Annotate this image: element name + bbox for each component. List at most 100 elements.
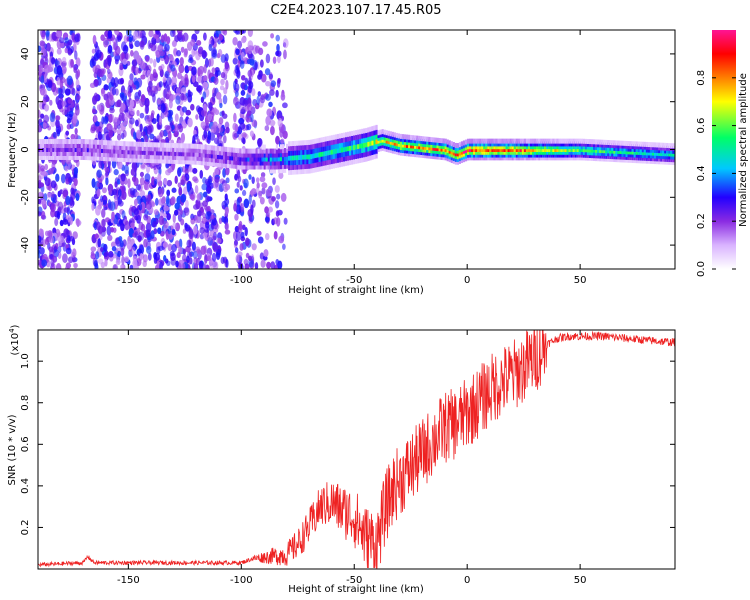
- heatmap-ridge-cell: [515, 155, 518, 161]
- heatmap-ridge-cell: [365, 142, 368, 148]
- heatmap-ridge-cell: [340, 152, 344, 158]
- heatmap-cell: [63, 207, 70, 213]
- heatmap-cell: [224, 206, 229, 215]
- heatmap-ridge-cell: [42, 154, 45, 160]
- heatmap-ridge-cell: [558, 141, 561, 147]
- heatmap-ridge-cell: [513, 138, 516, 144]
- heatmap-ridge-cell: [172, 142, 175, 148]
- heatmap-ridge-cell: [566, 147, 569, 152]
- heatmap-ridge-cell: [397, 139, 401, 145]
- heatmap-ridge-cell: [540, 155, 543, 161]
- heatmap-ridge-cell: [468, 144, 472, 150]
- heatmap-ridge-cell: [344, 141, 348, 147]
- heatmap-ridge-cell: [454, 151, 457, 157]
- heatmap-cell: [38, 109, 41, 119]
- heatmap-ridge-cell: [560, 144, 563, 150]
- heatmap-ridge-cell: [613, 145, 616, 151]
- heatmap-ridge-cell: [200, 148, 203, 154]
- heatmap-ridge-cell: [601, 139, 604, 145]
- heatmap-ridge-cell: [322, 156, 325, 162]
- heatmap-ridge-cell: [672, 146, 675, 152]
- heatmap-cell: [73, 66, 78, 73]
- heatmap-cell: [96, 221, 101, 231]
- heatmap-cell: [267, 206, 273, 213]
- heatmap-cell: [159, 50, 165, 57]
- heatmap-cell: [176, 252, 181, 259]
- heatmap-ridge-cell: [599, 150, 602, 156]
- heatmap-ridge-cell: [420, 136, 423, 142]
- heatmap-cell: [210, 214, 215, 220]
- heatmap-ridge-cell: [48, 143, 51, 149]
- heatmap-ridge-cell: [393, 137, 396, 143]
- heatmap-ridge-cell: [208, 153, 211, 159]
- heatmap-ridge-cell: [129, 153, 132, 159]
- heatmap-ridge-cell: [505, 155, 508, 161]
- heatmap-ridge-cell: [159, 158, 163, 164]
- heatmap-cell: [203, 32, 207, 41]
- heatmap-ridge-cell: [127, 141, 130, 147]
- heatmap-ridge-cell: [590, 155, 594, 161]
- heatmap-cell: [64, 88, 71, 96]
- heatmap-ridge-cell: [330, 135, 333, 141]
- heatmap-ridge-cell: [499, 141, 502, 147]
- heatmap-cell: [108, 129, 113, 139]
- heatmap-ridge-cell: [365, 127, 368, 133]
- heatmap-ridge-cell: [363, 142, 366, 148]
- heatmap-cell: [103, 243, 108, 252]
- heatmap-ridge-cell: [637, 144, 640, 150]
- heatmap-ridge-cell: [267, 148, 270, 154]
- heatmap-ridge-cell: [111, 152, 114, 158]
- heatmap-ridge-cell: [72, 139, 75, 145]
- heatmap-ridge-cell: [131, 145, 134, 151]
- heatmap-ridge-cell: [597, 150, 600, 156]
- heatmap-cell: [122, 44, 129, 54]
- heatmap-ridge-cell: [292, 150, 295, 156]
- heatmap-ridge-cell: [166, 142, 169, 148]
- heatmap-ridge-cell: [550, 152, 553, 158]
- heatmap-ridge-cell: [253, 164, 256, 170]
- heatmap-ridge-cell: [385, 132, 388, 138]
- heatmap-ridge-cell: [70, 143, 73, 149]
- heatmap-cell: [224, 53, 229, 62]
- heatmap-ridge-cell: [651, 147, 655, 153]
- heatmap-ridge-cell: [229, 159, 232, 165]
- heatmap-ridge-cell: [428, 148, 431, 154]
- heatmap-ridge-cell: [139, 145, 142, 151]
- heatmap-ridge-cell: [94, 155, 98, 161]
- heatmap-cell: [182, 248, 186, 255]
- heatmap-ridge-cell: [133, 157, 136, 163]
- heatmap-cell: [128, 36, 133, 43]
- heatmap-ridge-cell: [159, 142, 163, 148]
- heatmap-ridge-cell: [401, 139, 405, 145]
- heatmap-ridge-cell: [515, 138, 518, 144]
- heatmap-ridge-cell: [517, 155, 520, 161]
- heatmap-ridge-cell: [204, 160, 207, 166]
- heatmap-ridge-cell: [283, 159, 287, 165]
- heatmap-ridge-cell: [527, 149, 531, 155]
- heatmap-ridge-cell: [497, 141, 500, 147]
- heatmap-ridge-cell: [62, 154, 65, 160]
- heatmap-ridge-cell: [320, 161, 323, 167]
- heatmap-ridge-cell: [641, 158, 644, 164]
- heatmap-ridge-cell: [162, 154, 165, 160]
- heatmap-ridge-cell: [162, 142, 165, 148]
- heatmap-ridge-cell: [448, 154, 451, 160]
- heatmap-ridge-cell: [330, 149, 333, 155]
- heatmap-ridge-cell: [548, 141, 551, 147]
- heatmap-ridge-cell: [273, 148, 277, 154]
- heatmap-ridge-cell: [322, 141, 325, 147]
- x-tick-label: 50: [574, 275, 587, 286]
- heatmap-ridge-cell: [186, 151, 189, 157]
- heatmap-ridge-cell: [578, 141, 581, 147]
- heatmap-ridge-cell: [336, 143, 340, 149]
- heatmap-ridge-cell: [466, 155, 470, 161]
- heatmap-ridge-cell: [471, 149, 474, 155]
- heatmap-ridge-cell: [471, 138, 474, 144]
- heatmap-ridge-cell: [432, 154, 435, 160]
- heatmap-ridge-cell: [393, 149, 396, 155]
- heatmap-cell: [151, 117, 157, 125]
- heatmap-cell: [166, 179, 173, 187]
- heatmap-ridge-cell: [468, 155, 472, 161]
- heatmap-ridge-cell: [332, 163, 335, 169]
- heatmap-ridge-cell: [609, 140, 612, 146]
